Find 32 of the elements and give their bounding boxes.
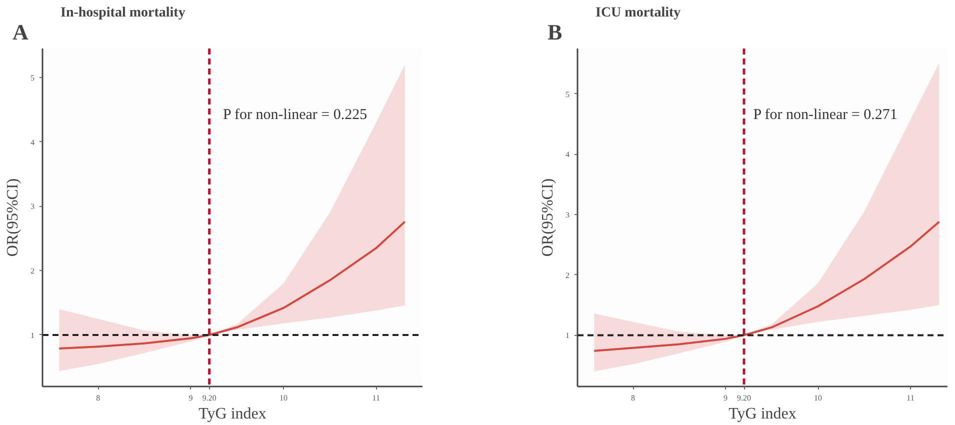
x-tick-label: 9.20 — [737, 394, 751, 402]
annotation: P for non-linear = 0.225 — [223, 106, 368, 123]
x-tick-label: 11 — [372, 394, 380, 402]
chart-title: ICU mortality — [596, 6, 681, 20]
x-tick-label: 10 — [814, 394, 822, 402]
x-tick-label: 8 — [631, 394, 635, 402]
x-tick-label: 9 — [188, 394, 193, 402]
text: B — [548, 20, 562, 44]
x-axis-title: TyG index — [728, 406, 796, 422]
y-tick-label: 3 — [30, 202, 34, 212]
y-tick-label: 5 — [566, 90, 570, 99]
annotation: P for non-linear = 0.271 — [753, 106, 898, 123]
line-series — [593, 220, 940, 352]
text: A — [12, 20, 28, 44]
y-tick-label: 2 — [30, 266, 34, 276]
x-tick-label: 11 — [906, 394, 914, 402]
x-tick-label: 9.20 — [202, 394, 216, 402]
y-tick-label: 4 — [30, 138, 34, 147]
x-tick-label: 9 — [724, 394, 728, 402]
y-axis-title: OR(95%CI) — [540, 178, 556, 257]
x-tick-label: 8 — [96, 394, 100, 402]
chart-title: In-hospital mortality — [60, 6, 186, 20]
y-tick-label: 3 — [566, 210, 570, 220]
y-tick-label: 1 — [566, 331, 570, 340]
line-series — [58, 220, 406, 350]
y-tick-label: 4 — [566, 150, 570, 160]
x-axis-title: TyG index — [198, 406, 266, 422]
y-tick-label: 5 — [30, 73, 34, 82]
y-axis-title: OR(95%CI) — [4, 178, 22, 257]
y-tick-label: 1 — [30, 330, 34, 340]
x-tick-label: 10 — [279, 394, 288, 402]
y-tick-label: 2 — [566, 270, 570, 280]
